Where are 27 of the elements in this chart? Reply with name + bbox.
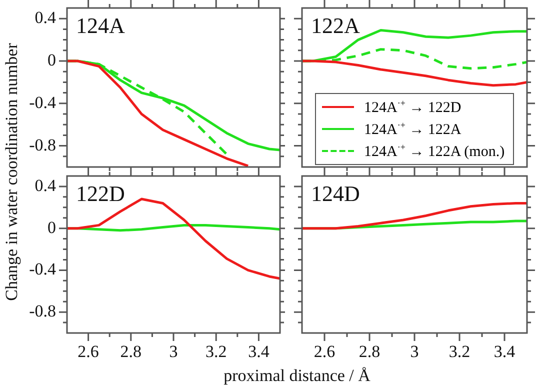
- x-tick-label: 3: [410, 342, 419, 361]
- x-tick-label: 2.6: [78, 342, 99, 361]
- x-tick-label: 2.6: [314, 342, 336, 361]
- x-tick-label: 3.4: [248, 342, 270, 361]
- legend-label: 124A$^{·+}$ → 122D: [364, 98, 462, 116]
- y-tick-label: -0.4: [29, 92, 56, 112]
- y-tick-label: 0: [48, 50, 56, 70]
- x-axis-title: proximal distance / Å: [224, 366, 370, 386]
- x-tick-label: 3: [169, 342, 178, 361]
- x-tick-label: 2.8: [358, 342, 380, 361]
- y-tick-label: 0: [48, 218, 56, 237]
- x-tick-label: 2.8: [120, 342, 142, 361]
- legend-label: 124A$^{·+}$ → 122A (mon.): [364, 142, 505, 160]
- chart-title: 124A: [76, 13, 125, 38]
- x-tick-label: 3.2: [448, 342, 470, 361]
- y-tick-label: -0.8: [29, 302, 56, 321]
- legend-label: 124A$^{·+}$ → 122A: [364, 120, 462, 138]
- chart-title: 122D: [76, 181, 125, 206]
- chart-title: 124D: [311, 181, 360, 206]
- x-tick-label: 3.4: [494, 342, 516, 361]
- y-axis-title: Change in water coordination number: [2, 43, 22, 301]
- chart-title: 122A: [311, 13, 360, 38]
- y-tick-label: 0.4: [34, 8, 56, 28]
- y-tick-label: 0.4: [34, 176, 56, 195]
- y-tick-label: -0.4: [29, 260, 56, 279]
- y-tick-label: -0.8: [29, 135, 56, 154]
- x-tick-label: 3.2: [205, 342, 227, 361]
